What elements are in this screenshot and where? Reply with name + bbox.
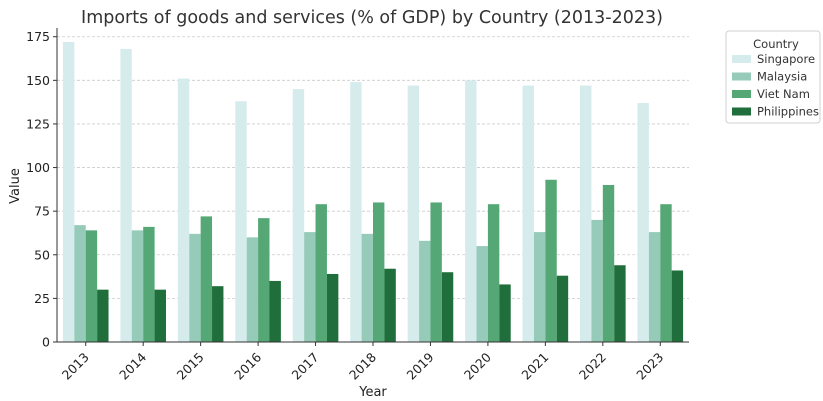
bar-singapore-2015 xyxy=(177,78,190,342)
legend: Country Singapore Malaysia Viet Nam Philipp… xyxy=(725,30,821,124)
bar-philippines-2023 xyxy=(671,270,684,342)
bar-singapore-2016 xyxy=(235,101,247,343)
y-tick-label: 50 xyxy=(34,247,50,262)
bar-malaysia-2019 xyxy=(419,240,431,342)
bar-malaysia-2017 xyxy=(304,232,316,342)
bar-viet-nam-2019 xyxy=(430,202,442,342)
legend-swatch xyxy=(732,90,751,98)
bar-philippines-2015 xyxy=(212,286,224,342)
bar-malaysia-2018 xyxy=(361,233,373,342)
bar-singapore-2013 xyxy=(62,41,75,342)
bar-singapore-2020 xyxy=(465,80,477,342)
bar-malaysia-2020 xyxy=(476,246,488,342)
bar-viet-nam-2014 xyxy=(143,226,155,342)
y-tick-label: 0 xyxy=(42,335,50,350)
legend-box xyxy=(725,30,821,124)
bar-viet-nam-2022 xyxy=(602,185,615,342)
bar-philippines-2018 xyxy=(384,268,396,342)
bar-malaysia-2023 xyxy=(648,232,661,342)
bar-viet-nam-2016 xyxy=(258,218,270,342)
x-tick-label: 2020 xyxy=(461,349,494,382)
bar-philippines-2016 xyxy=(269,280,281,342)
bar-malaysia-2022 xyxy=(591,219,603,342)
y-tick-label: 100 xyxy=(26,160,50,175)
x-tick-label: 2018 xyxy=(346,349,379,382)
bar-malaysia-2021 xyxy=(533,232,546,342)
x-tick-label: 2017 xyxy=(289,350,322,383)
x-ticks: 2013 2014 2015 2016 2017 2018 2019 2020 2021 2022… xyxy=(59,342,666,383)
legend-title: Country xyxy=(753,37,799,51)
bar-malaysia-2016 xyxy=(246,237,259,342)
x-axis-label: Year xyxy=(358,385,387,400)
x-tick-label: 2015 xyxy=(174,350,207,383)
x-tick-label: 2013 xyxy=(59,350,92,383)
bar-philippines-2017 xyxy=(326,273,339,342)
bar-viet-nam-2013 xyxy=(85,230,98,342)
bar-singapore-2018 xyxy=(350,82,362,343)
legend-swatch xyxy=(732,107,751,116)
x-tick-label: 2022 xyxy=(576,350,609,383)
bar-philippines-2019 xyxy=(441,272,454,342)
x-tick-label: 2016 xyxy=(231,349,264,382)
bar-viet-nam-2020 xyxy=(487,204,500,342)
bar-malaysia-2013 xyxy=(74,225,86,342)
y-axis-label: Value xyxy=(8,168,23,204)
chart-title: Imports of goods and services (% of GDP)… xyxy=(81,8,663,28)
bar-philippines-2014 xyxy=(154,289,166,342)
bar-viet-nam-2023 xyxy=(660,204,672,342)
bar-malaysia-2014 xyxy=(131,230,144,342)
legend-swatch xyxy=(732,55,751,63)
bar-singapore-2023 xyxy=(637,103,649,342)
legend-entry: Philippines xyxy=(757,105,819,119)
legend-entry: Malaysia xyxy=(757,70,807,84)
y-ticks: 0 25 50 75 100 125 150 175 xyxy=(26,29,57,350)
bar-philippines-2022 xyxy=(614,265,626,342)
bar-viet-nam-2017 xyxy=(315,204,327,342)
bar-singapore-2021 xyxy=(522,85,534,343)
x-tick-label: 2023 xyxy=(633,350,666,383)
bar-philippines-2021 xyxy=(556,275,569,342)
legend-entry: Viet Nam xyxy=(757,87,810,101)
bar-malaysia-2015 xyxy=(189,233,201,342)
x-tick-label: 2014 xyxy=(116,349,149,382)
legend-swatch xyxy=(732,72,751,81)
y-tick-label: 150 xyxy=(26,73,50,88)
bar-singapore-2014 xyxy=(120,48,132,342)
x-tick-label: 2021 xyxy=(518,350,551,383)
y-tick-label: 75 xyxy=(34,204,50,219)
y-tick-label: 125 xyxy=(26,116,50,131)
bar-viet-nam-2021 xyxy=(545,179,557,342)
bar-singapore-2017 xyxy=(292,89,305,342)
y-tick-label: 175 xyxy=(26,29,50,44)
bar-viet-nam-2018 xyxy=(373,202,385,342)
bar-singapore-2022 xyxy=(580,85,592,343)
y-tick-label: 25 xyxy=(34,291,50,306)
bar-viet-nam-2015 xyxy=(200,216,213,342)
bar-philippines-2020 xyxy=(499,284,511,342)
x-tick-label: 2019 xyxy=(403,349,436,382)
legend-entry: Singapore xyxy=(757,52,815,66)
bar-singapore-2019 xyxy=(407,85,420,343)
bar-philippines-2013 xyxy=(97,289,109,342)
bars xyxy=(62,41,684,343)
